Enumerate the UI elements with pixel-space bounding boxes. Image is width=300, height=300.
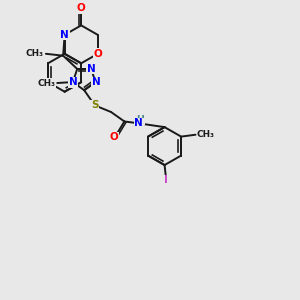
Text: O: O — [77, 3, 85, 13]
Text: N: N — [68, 77, 77, 87]
Text: S: S — [91, 100, 98, 110]
Text: O: O — [93, 49, 102, 59]
Text: CH₃: CH₃ — [38, 79, 56, 88]
Text: CH₃: CH₃ — [197, 130, 215, 139]
Text: N: N — [87, 64, 95, 74]
Text: N: N — [92, 77, 101, 87]
Text: N: N — [60, 30, 69, 40]
Text: H: H — [136, 115, 144, 124]
Text: I: I — [164, 176, 168, 185]
Text: O: O — [110, 132, 119, 142]
Text: CH₃: CH₃ — [26, 49, 44, 58]
Text: N: N — [134, 118, 143, 128]
